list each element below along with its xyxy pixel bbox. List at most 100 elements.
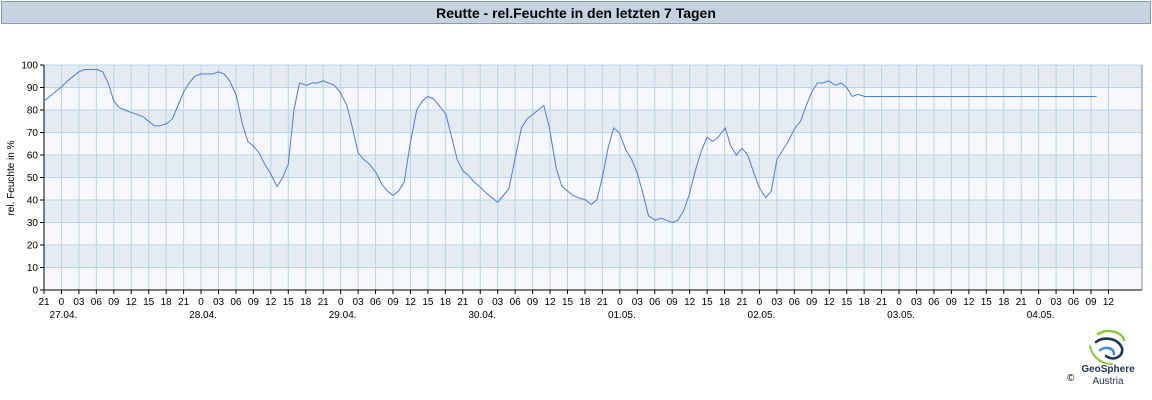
x-tick-label: 09 — [667, 297, 679, 308]
x-tick-label: 15 — [841, 297, 853, 308]
x-tick-label: 12 — [824, 297, 836, 308]
band — [44, 132, 1142, 155]
x-tick-label: 03 — [1051, 297, 1063, 308]
x-tick-label: 06 — [789, 297, 801, 308]
x-tick-label: 15 — [143, 297, 155, 308]
x-tick-label: 12 — [265, 297, 277, 308]
x-tick-label: 0 — [198, 297, 204, 308]
x-tick-label: 18 — [859, 297, 871, 308]
y-tick-label: 30 — [27, 218, 39, 229]
x-tick-label: 03 — [353, 297, 365, 308]
x-tick-label: 12 — [126, 297, 138, 308]
x-tick-label: 15 — [981, 297, 993, 308]
x-tick-label: 18 — [719, 297, 731, 308]
y-tick-label: 90 — [27, 83, 39, 94]
x-tick-label: 18 — [440, 297, 452, 308]
copyright-symbol: © — [1067, 373, 1075, 384]
x-tick-label: 21 — [597, 297, 609, 308]
x-tick-label: 03 — [911, 297, 923, 308]
x-tick-label: 06 — [649, 297, 661, 308]
x-tick-label: 15 — [562, 297, 574, 308]
x-tick-label: 0 — [757, 297, 763, 308]
x-tick-label: 06 — [928, 297, 940, 308]
band — [44, 110, 1142, 133]
brand-sub: Austria — [1092, 376, 1124, 387]
x-tick-labels: 21 0 03 06 09 12 15 18 21 0 03 06 09 12 15 18 21 0 03 06 09 1… — [38, 297, 1114, 308]
x-tick-label: 09 — [1085, 297, 1097, 308]
date-label: 04.05. — [1027, 310, 1055, 321]
date-label: 29.04. — [329, 310, 357, 321]
x-tick-label: 03 — [632, 297, 644, 308]
date-label: 03.05. — [887, 310, 915, 321]
y-tick-label: 10 — [27, 263, 39, 274]
x-tick-label: 12 — [544, 297, 556, 308]
y-tick-label: 80 — [27, 106, 39, 117]
band — [44, 200, 1142, 223]
x-tick-label: 06 — [230, 297, 242, 308]
band — [44, 245, 1142, 268]
x-tick-label: 15 — [283, 297, 295, 308]
y-axis-label: rel. Feuchte in % — [6, 140, 17, 215]
y-tick-label: 100 — [21, 61, 38, 72]
x-tick-label: 21 — [38, 297, 50, 308]
x-tick-label: 0 — [477, 297, 483, 308]
x-tick-label: 06 — [510, 297, 522, 308]
x-tick-label: 09 — [806, 297, 818, 308]
brand-name: GeoSphere — [1081, 364, 1135, 375]
y-tick-labels: 0 10 20 30 40 50 60 70 80 90 100 — [21, 61, 38, 297]
x-tick-label: 12 — [405, 297, 417, 308]
x-tick-label: 03 — [213, 297, 225, 308]
x-tick-label: 06 — [370, 297, 382, 308]
y-tick-label: 50 — [27, 173, 39, 184]
date-label: 28.04. — [189, 310, 217, 321]
date-label: 27.04. — [50, 310, 78, 321]
band — [44, 87, 1142, 110]
humidity-series-line — [43, 69, 1097, 224]
x-tick-label: 0 — [1036, 297, 1042, 308]
band — [44, 222, 1142, 245]
x-tick-label: 03 — [492, 297, 504, 308]
band — [44, 177, 1142, 200]
x-tick-label: 09 — [108, 297, 120, 308]
y-tick-label: 0 — [32, 286, 38, 297]
x-tick-label: 0 — [59, 297, 65, 308]
x-tick-label: 06 — [91, 297, 103, 308]
x-tick-label: 21 — [736, 297, 748, 308]
x-tick-label: 21 — [876, 297, 888, 308]
band — [44, 65, 1142, 88]
chart-title: Reutte - rel.Feuchte in den letzten 7 Ta… — [436, 4, 716, 21]
x-tick-label: 06 — [1068, 297, 1080, 308]
x-tick-label: 09 — [387, 297, 399, 308]
x-tick-label: 09 — [946, 297, 958, 308]
band — [44, 267, 1142, 290]
chart-title-bar: Reutte - rel.Feuchte in den letzten 7 Ta… — [1, 1, 1151, 24]
x-tick-label: 09 — [248, 297, 260, 308]
x-tick-label: 0 — [338, 297, 344, 308]
x-tick-label: 21 — [1016, 297, 1028, 308]
date-label: 02.05. — [748, 310, 776, 321]
x-tick-label: 03 — [73, 297, 85, 308]
x-tick-label: 18 — [998, 297, 1010, 308]
y-tick-label: 40 — [27, 196, 39, 207]
date-label: 30.04. — [468, 310, 496, 321]
geosphere-logo-icon — [1089, 329, 1126, 365]
x-tick-label: 15 — [422, 297, 434, 308]
date-label: 01.05. — [608, 310, 636, 321]
x-tick-label: 21 — [178, 297, 190, 308]
x-tick-label: 03 — [771, 297, 783, 308]
x-tick-label: 21 — [318, 297, 330, 308]
x-tick-label: 18 — [161, 297, 173, 308]
x-tick-label: 21 — [457, 297, 469, 308]
x-tick-label: 12 — [963, 297, 975, 308]
background-bands — [44, 65, 1142, 290]
x-tick-label: 12 — [1103, 297, 1115, 308]
x-tick-label: 15 — [702, 297, 714, 308]
x-tick-label: 18 — [579, 297, 591, 308]
x-tick-label: 0 — [617, 297, 623, 308]
x-tick-label: 0 — [896, 297, 902, 308]
date-labels: 27.04. 28.04. 29.04. 30.04. 01.05. 02.05. 03.0… — [50, 310, 1055, 321]
x-tick-label: 12 — [684, 297, 696, 308]
x-tick-label: 18 — [300, 297, 312, 308]
x-tick-label: 09 — [527, 297, 539, 308]
